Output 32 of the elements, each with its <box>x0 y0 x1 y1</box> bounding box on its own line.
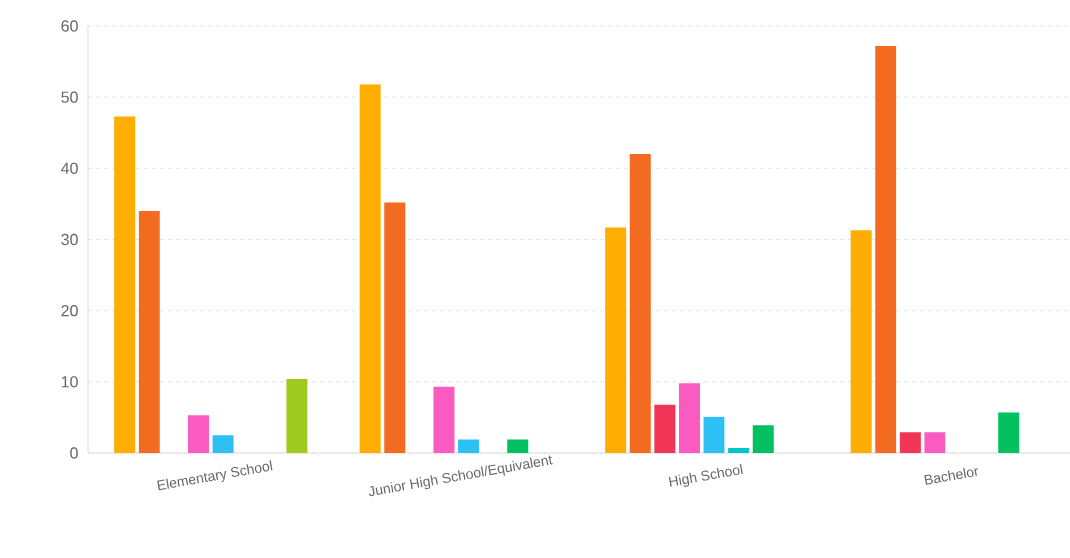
bar <box>187 415 209 453</box>
bar <box>384 202 406 453</box>
bar <box>899 432 921 453</box>
bar <box>678 383 700 453</box>
y-tick-label: 30 <box>61 233 78 246</box>
y-tick-label: 60 <box>61 20 78 32</box>
bar <box>286 378 308 453</box>
x-tick-label: Bachelor <box>924 467 978 485</box>
bar <box>752 425 774 453</box>
y-tick-label: 40 <box>61 162 78 174</box>
bar <box>433 386 455 453</box>
bar <box>114 116 136 453</box>
bar <box>924 432 946 453</box>
y-tick-label: 20 <box>61 305 78 317</box>
bar <box>605 227 627 453</box>
bar <box>359 84 381 453</box>
y-tick-label: 10 <box>61 376 78 388</box>
bar <box>507 439 529 453</box>
x-tick-label: High School <box>668 463 743 487</box>
y-tick-label: 0 <box>70 447 78 459</box>
bar <box>850 230 872 453</box>
bar <box>212 435 234 453</box>
bar <box>728 448 750 453</box>
bar <box>998 412 1020 453</box>
bar <box>458 439 480 453</box>
bar <box>703 416 725 453</box>
bar <box>629 154 651 453</box>
bar <box>138 211 160 453</box>
y-tick-label: 50 <box>61 91 78 103</box>
x-tick-label: Elementary School <box>157 460 273 491</box>
bar <box>654 404 676 453</box>
bar <box>875 45 897 453</box>
